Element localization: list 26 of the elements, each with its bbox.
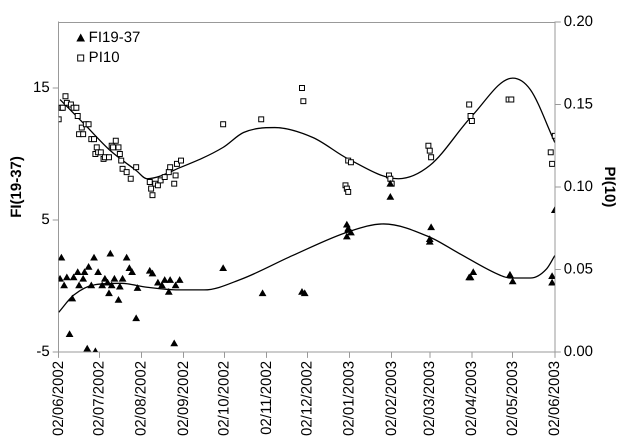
y2-tick-label: 0.10 <box>564 178 594 196</box>
x-tick-label: 02/08/2002 <box>132 360 150 436</box>
x-tick-label: 02/05/2003 <box>504 360 521 436</box>
x-tick-label: 02/04/2003 <box>463 360 480 436</box>
y2-tick-label: 0.05 <box>564 260 594 278</box>
y-tick-label: -5 <box>36 343 50 360</box>
legend-label: FI19-37 <box>88 29 140 46</box>
x-tick-label: 02/10/2002 <box>216 360 233 436</box>
x-tick-label: 02/09/2002 <box>174 360 192 436</box>
x-tick-label: 02/07/2002 <box>90 360 108 436</box>
line-series <box>58 223 555 313</box>
x-tick-label: 02/02/2003 <box>382 360 400 436</box>
x-tick-label: 02/11/2002 <box>258 360 275 435</box>
x-tick-label: 02/01/2003 <box>340 360 358 436</box>
y-tick-label: 15 <box>32 79 50 96</box>
x-tick-label: 02/03/2003 <box>420 360 438 436</box>
y2-tick-label: 0.20 <box>564 13 594 30</box>
legend-label: PI10 <box>88 49 120 66</box>
x-tick-label: 02/12/2002 <box>298 360 316 436</box>
x-tick-label: 02/06/2003 <box>546 360 563 436</box>
y-tick-label: 5 <box>41 211 50 228</box>
x-tick-label: 02/06/2002 <box>50 360 67 436</box>
y2-axis-title: PI(10) <box>600 166 618 208</box>
y2-tick-label: 0.00 <box>564 343 594 360</box>
y2-tick-label: 0.15 <box>564 96 594 113</box>
y-axis-title: FI(19-37) <box>8 156 26 218</box>
